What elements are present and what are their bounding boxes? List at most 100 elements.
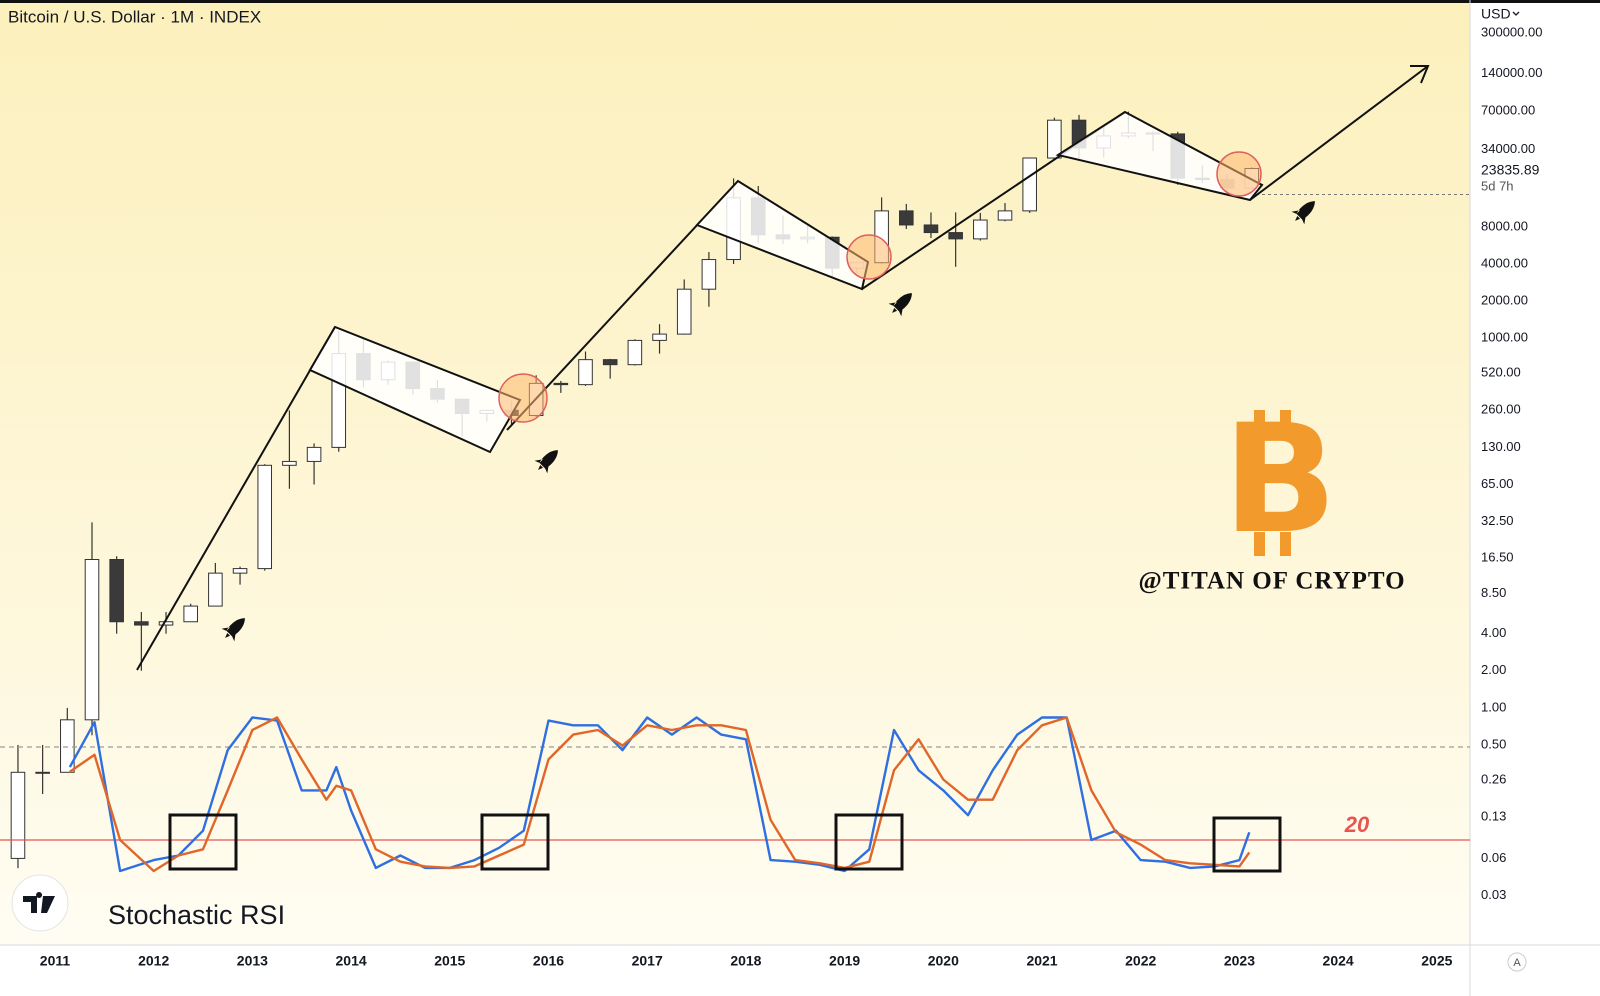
rocket-icon — [534, 450, 558, 474]
x-tick-label: 2020 — [928, 953, 959, 969]
y-tick-label: 0.03 — [1481, 887, 1506, 902]
indicator-name: Stochastic RSI — [108, 900, 285, 930]
y-tick-label: 0.06 — [1481, 850, 1506, 865]
rockets — [221, 201, 1315, 642]
arrow-head — [1410, 65, 1430, 84]
countdown: 5d 7h — [1481, 178, 1514, 193]
y-tick-label: 0.26 — [1481, 771, 1506, 786]
y-tick-label: 8.50 — [1481, 585, 1506, 600]
logo-stroke — [1254, 532, 1265, 556]
y-tick-label: 4000.00 — [1481, 255, 1528, 270]
candle-body — [158, 621, 174, 626]
x-tick-label: 2014 — [336, 953, 367, 969]
highlight-circle — [1216, 151, 1262, 197]
currency-chevron[interactable] — [1512, 11, 1520, 16]
candle-body — [578, 359, 593, 386]
auto-scale-label[interactable]: A — [1513, 957, 1521, 969]
logo-glyph: B — [1223, 393, 1337, 567]
indicator-line — [69, 716, 1251, 873]
y-tick-label: 32.50 — [1481, 513, 1514, 528]
y-tick-label: 1000.00 — [1481, 330, 1528, 345]
candle-body — [183, 605, 198, 623]
candle-body — [948, 232, 963, 240]
x-tick-label: 2015 — [434, 953, 465, 969]
candle-body — [257, 464, 273, 570]
y-tick-label: 0.13 — [1481, 808, 1506, 823]
y-tick-label: 140000.00 — [1481, 65, 1542, 80]
candle-body — [676, 288, 692, 335]
price-tag — [1473, 161, 1553, 197]
x-tick-label: 2011 — [40, 953, 71, 969]
candle-body — [1047, 119, 1062, 159]
y-tick-label: 130.00 — [1481, 439, 1521, 454]
candle-body — [652, 333, 667, 341]
y-tick-label: 0.50 — [1481, 736, 1506, 751]
candle-body — [602, 359, 618, 366]
y-tick-label: 65.00 — [1481, 476, 1514, 491]
logo-mark — [23, 892, 55, 913]
logo-stroke — [1280, 532, 1291, 556]
x-tick-label: 2021 — [1026, 953, 1057, 969]
candle-body — [923, 224, 939, 234]
highlight-circle — [498, 373, 548, 423]
candle-body — [60, 719, 75, 773]
candle-body — [10, 771, 26, 859]
candle-body — [134, 621, 149, 626]
level-label: 20 — [1344, 812, 1370, 837]
auto-scale-button[interactable] — [1507, 952, 1527, 972]
signal-box — [1212, 816, 1282, 873]
watermark: @TITAN OF CRYPTO — [1138, 568, 1405, 595]
y-tick-label: 260.00 — [1481, 402, 1521, 417]
candle-body — [232, 568, 248, 574]
candle-body — [553, 382, 569, 386]
drawings — [136, 65, 1430, 873]
x-tick-label: 2013 — [237, 953, 268, 969]
logo-badge — [11, 874, 69, 932]
x-tick-label: 2019 — [829, 953, 860, 969]
bitcoin-logo: B — [1223, 393, 1337, 567]
last-price: 23835.89 — [1481, 162, 1540, 178]
x-tick-label: 2018 — [730, 953, 761, 969]
candle-body — [701, 259, 717, 290]
y-tick-label: 1.00 — [1481, 699, 1506, 714]
candle-body — [997, 210, 1013, 221]
candle-body — [899, 210, 914, 226]
candle-body — [109, 559, 124, 623]
trend-line — [136, 326, 336, 671]
x-tick-label: 2023 — [1224, 953, 1255, 969]
x-tick-label: 2012 — [138, 953, 169, 969]
candle-body — [84, 559, 100, 721]
rocket-icon — [221, 618, 245, 642]
signal-box — [168, 813, 238, 871]
y-tick-label: 520.00 — [1481, 365, 1521, 380]
candle-body — [627, 339, 643, 366]
currency: USD — [1481, 6, 1511, 22]
signal-box — [834, 813, 904, 871]
flag — [1055, 110, 1264, 202]
candle-body — [282, 460, 297, 466]
chart-title: Bitcoin / U.S. Dollar · 1M · INDEX — [8, 7, 261, 26]
y-tick-label: 2000.00 — [1481, 293, 1528, 308]
candle-body — [1022, 157, 1037, 212]
signal-box — [480, 813, 550, 871]
logo-stroke — [1254, 410, 1265, 436]
candle-body — [208, 572, 223, 607]
x-tick-label: 2017 — [632, 953, 663, 969]
tv-logo — [11, 874, 69, 932]
y-tick-label: 4.00 — [1481, 625, 1506, 640]
rocket-icon — [888, 293, 912, 317]
y-tick-label: 8000.00 — [1481, 218, 1528, 233]
indicator-line — [68, 716, 1251, 873]
top-bar — [0, 0, 1600, 3]
y-tick-label: 70000.00 — [1481, 102, 1535, 117]
candle-body — [35, 771, 50, 774]
rocket-icon — [1291, 201, 1315, 225]
candle-body — [306, 446, 322, 462]
highlight-circle — [846, 234, 892, 280]
candle-body — [973, 219, 988, 240]
x-tick-label: 2022 — [1125, 953, 1156, 969]
x-tick-label: 2024 — [1323, 953, 1354, 969]
x-tick-label: 2025 — [1421, 953, 1452, 969]
y-tick-label: 16.50 — [1481, 549, 1514, 564]
